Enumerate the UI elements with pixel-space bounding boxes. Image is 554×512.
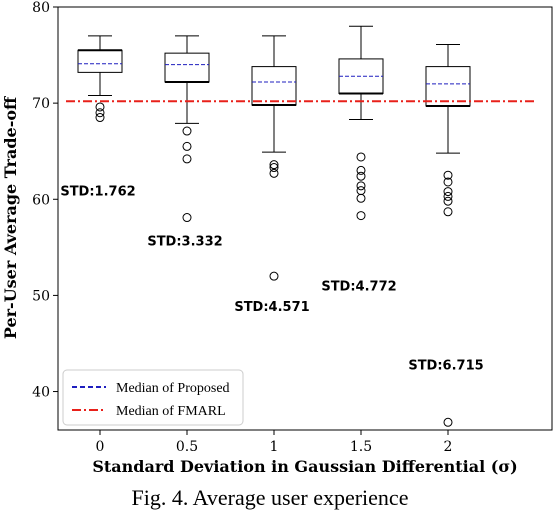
box-2 [425,43,471,427]
box-1-5 [338,25,384,221]
outlier-point [269,168,279,178]
outlier-point [269,163,279,173]
outlier-point [182,213,192,223]
outlier-point [356,181,366,191]
x-axis-label: Standard Deviation in Gaussian Different… [92,457,517,476]
y-tick-label: 70 [32,96,50,112]
outlier-point [356,152,366,162]
y-axis: 40 50 60 70 80 [32,0,58,401]
legend: Median of Proposed Median of FMARL [62,369,244,426]
box-iqr [164,52,210,83]
outlier-point [356,171,366,181]
legend-label-fmarl: Median of FMARL [116,404,226,419]
legend-box [62,369,244,426]
legend-label-proposed: Median of Proposed [116,381,230,396]
outlier-point [443,191,453,201]
outlier-point [95,108,105,118]
std-label: STD:3.332 [147,234,222,249]
box-0 [77,35,123,123]
std-label: STD:1.762 [60,184,135,199]
std-label: STD:4.571 [234,300,309,315]
outlier-point [443,207,453,217]
outlier-point [443,196,453,206]
outlier-point [269,271,279,281]
box-iqr [425,66,471,107]
box-iqr [77,49,123,73]
y-tick-label: 60 [32,192,50,208]
outlier-point [182,154,192,164]
outlier-point [95,113,105,123]
plot-area [57,6,553,431]
outlier-point [443,177,453,187]
x-axis: 0 0.5 1 1.5 2 [96,430,453,455]
std-label: STD:6.715 [408,358,483,373]
outlier-point [443,187,453,197]
outlier-point [182,141,192,151]
outlier-point [443,417,453,427]
outlier-point [356,165,366,175]
y-tick-label: 40 [32,385,50,401]
std-annotations: STD:1.762 STD:3.332 STD:4.571 STD:4.772 STD:… [60,184,483,373]
y-axis-label: Per-User Average Trade-off [1,96,20,339]
y-tick-label: 50 [32,288,50,304]
x-tick-label: 1 [270,439,279,455]
box-0-5 [164,35,210,223]
std-label: STD:4.772 [321,280,396,295]
figure-caption: Fig. 4. Average user experience [132,485,409,510]
box-iqr [251,66,297,106]
x-tick-label: 0 [96,439,105,455]
x-tick-label: 1.5 [350,439,372,455]
y-tick-label: 80 [32,0,50,16]
outlier-point [269,160,279,170]
outlier-point [356,193,366,203]
outlier-point [182,126,192,136]
x-tick-label: 2 [444,439,453,455]
box-series [77,25,471,427]
outlier-point [95,102,105,112]
box-1 [251,35,297,281]
x-tick-label: 0.5 [176,439,198,455]
outlier-point [443,170,453,180]
outlier-point [356,211,366,221]
outlier-point [356,186,366,196]
